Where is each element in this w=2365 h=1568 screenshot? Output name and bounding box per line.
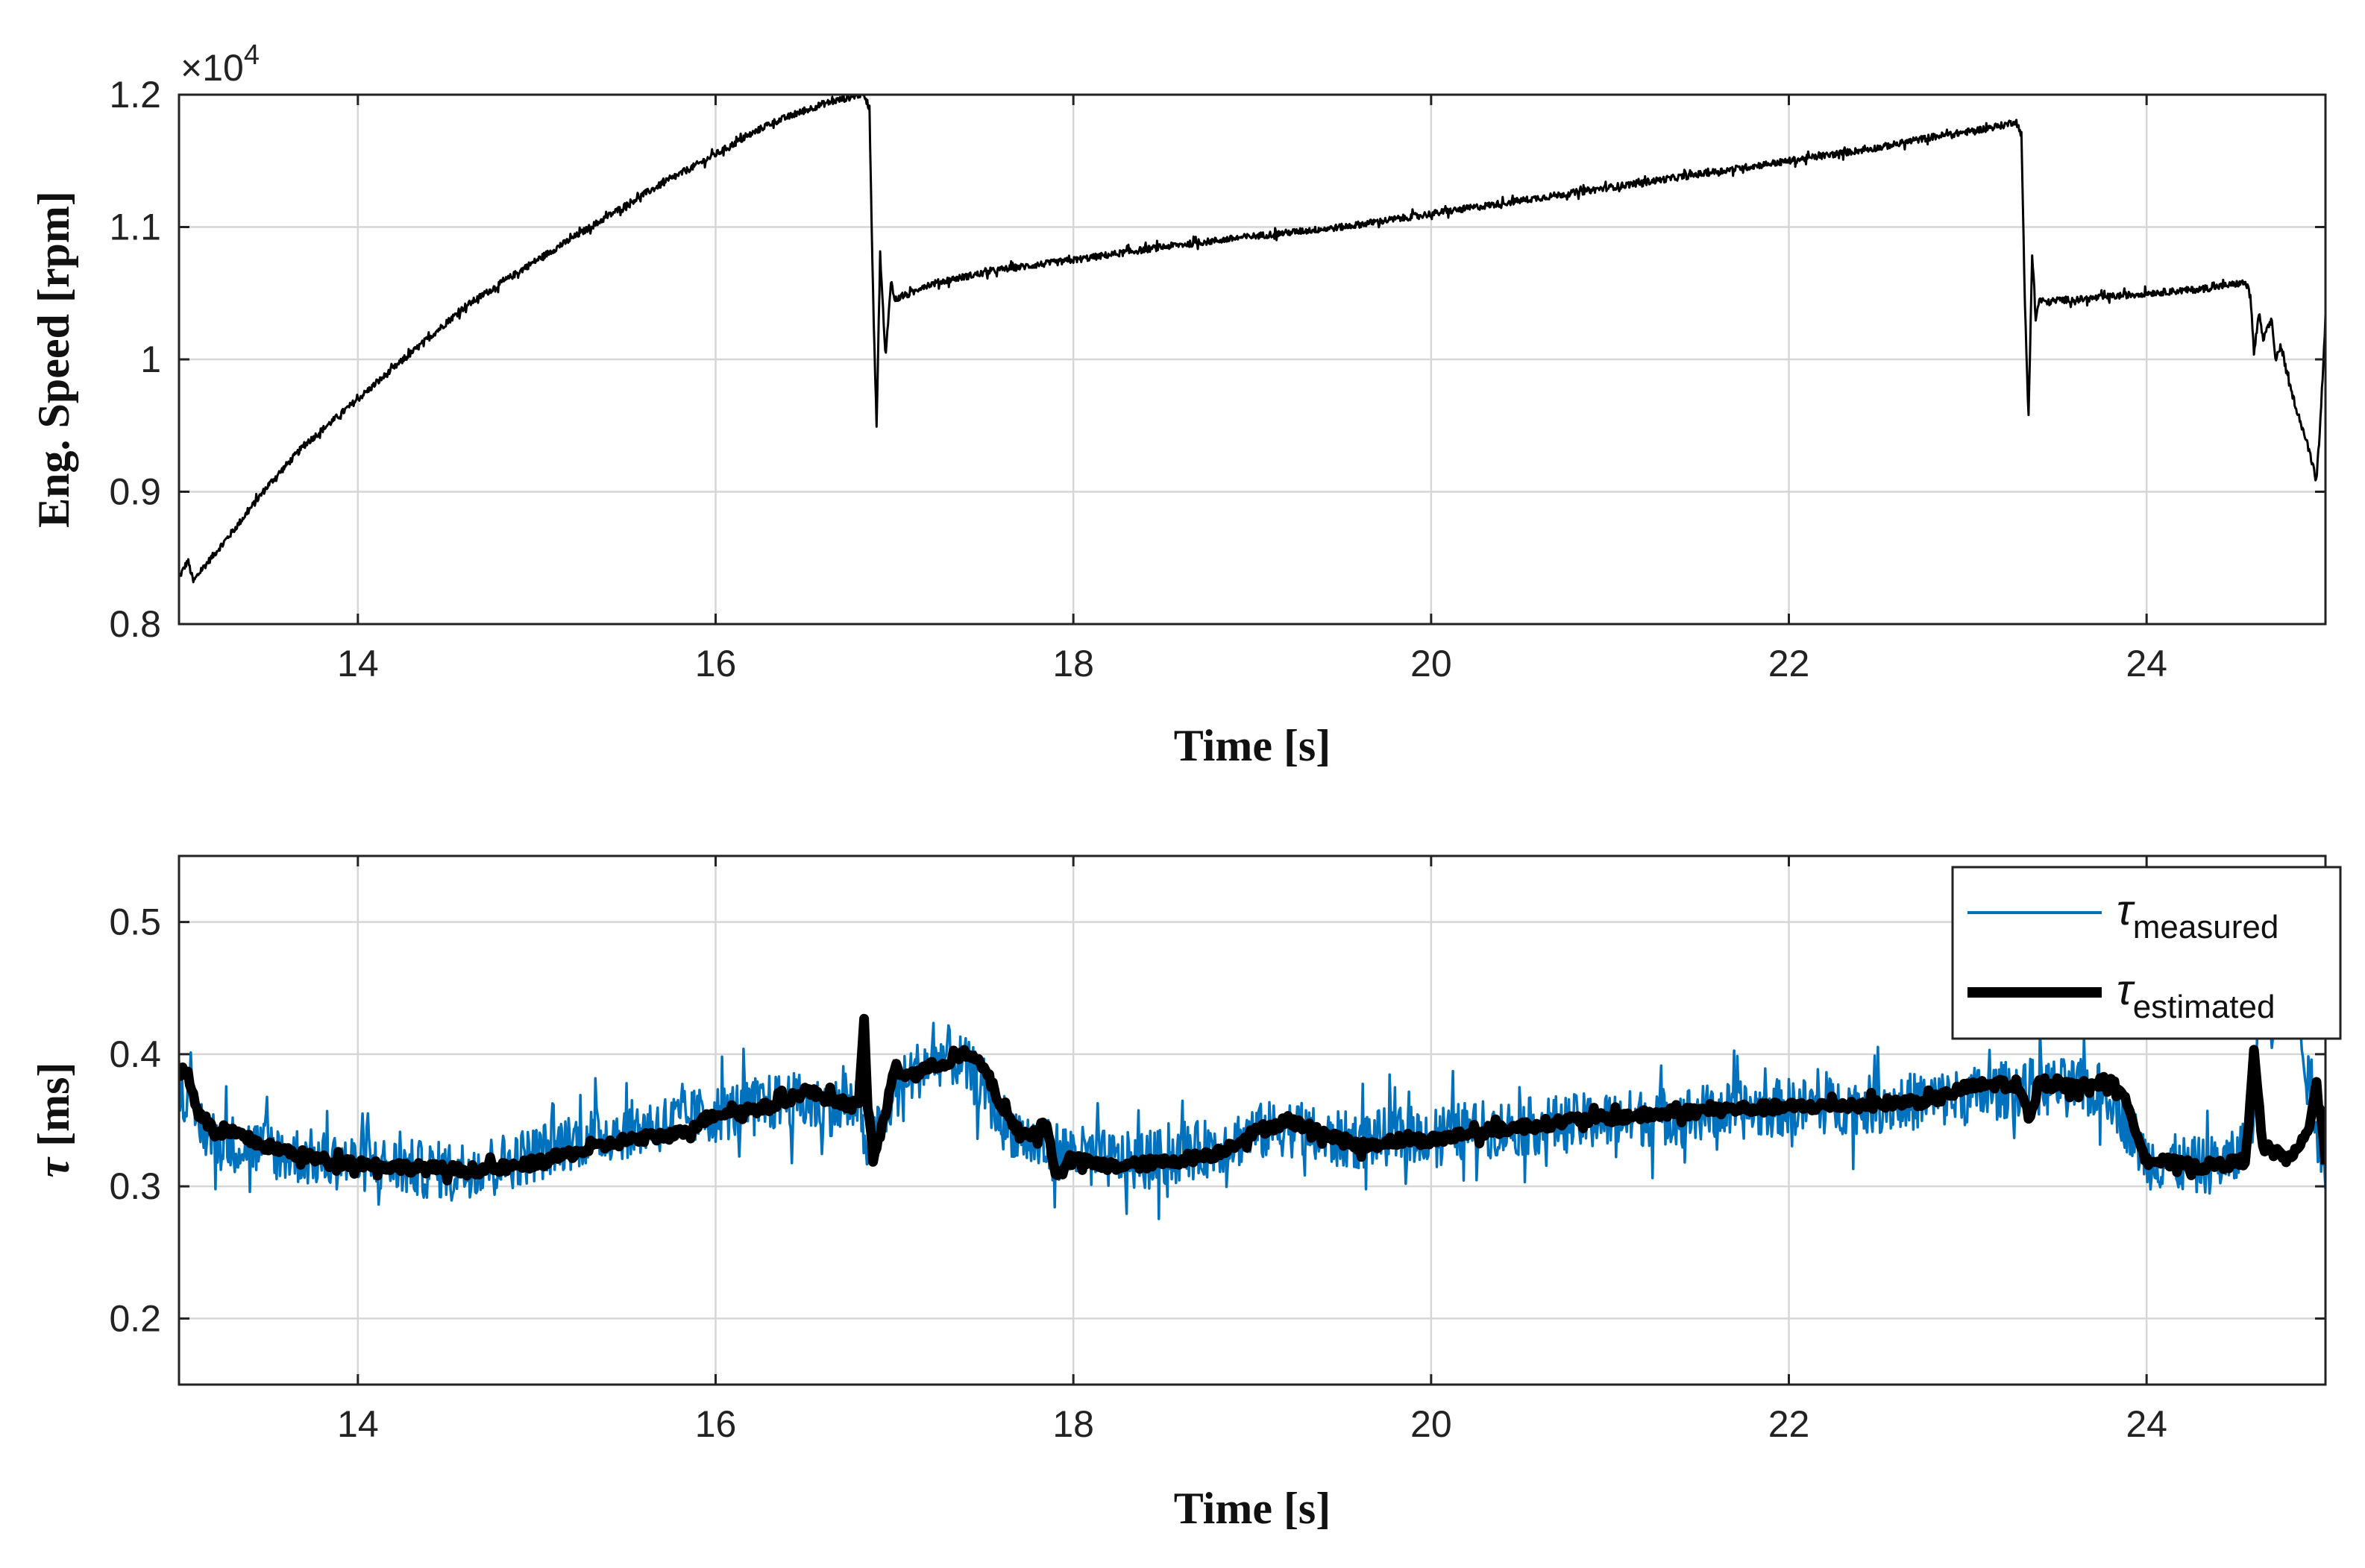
tau-series-estimated [179, 1013, 2325, 1186]
engine-speed-xtick-label: 24 [2126, 643, 2167, 684]
engine-speed-xtick-label: 20 [1410, 643, 1452, 684]
engine-speed-xtick-label: 18 [1052, 643, 1094, 684]
tau-ytick-label: 0.3 [109, 1165, 161, 1207]
engine-speed-ytick-label: 1.1 [109, 207, 161, 248]
tau-plot-area [179, 891, 2325, 1221]
tau-xtick-label: 24 [2126, 1403, 2167, 1445]
legend-box [1951, 866, 2342, 1040]
tau-ytick-label: 0.5 [109, 901, 161, 943]
engine-speed-ticks: 14 16 18 20 22 24 0.8 0.9 1 1.1 1.2 [109, 74, 2325, 684]
engine-speed-xtick-label: 22 [1768, 643, 1810, 684]
tau-xlabel: Time [s] [1174, 1484, 1331, 1533]
tau-xtick-label: 16 [695, 1403, 737, 1445]
engine-speed-series-line [179, 95, 2325, 584]
engine-speed-ytick-label: 1.2 [109, 74, 161, 116]
tau-ylabel: τ [ms] [29, 1062, 78, 1178]
tau-xtick-label: 14 [337, 1403, 379, 1445]
tau-axes-box [178, 854, 2327, 1386]
tau-series-measured [179, 891, 2325, 1221]
engine-speed-ylabel: Eng. Speed [rpm] [29, 191, 78, 528]
tau-ytick-label: 0.4 [109, 1033, 161, 1075]
tau-ylabel-symbol: τ [29, 1156, 78, 1177]
engine-speed-panel: 14 16 18 20 22 240.80.911.11.2 ×104 Time [s] … [29, 40, 2327, 770]
tau-ticks: 14 16 18 20 22 24 0.2 0.3 0.4 0.5 [109, 856, 2325, 1445]
tau-ytick-label: 0.2 [109, 1297, 161, 1339]
tau-legend: τmeasured τestimated [1951, 866, 2342, 1040]
tau-xtick-label: 20 [1410, 1403, 1452, 1445]
engine-speed-xtick-label: 16 [695, 643, 737, 684]
engine-speed-plot-area [179, 95, 2325, 584]
engine-speed-xtick-label: 14 [337, 643, 379, 684]
legend-label-measured: τmeasured [2117, 886, 2278, 945]
legend-label-estimated: τestimated [2117, 966, 2275, 1025]
tau-panel: 14 16 18 20 22 24 0.2 0.3 0.4 0.5 Time [s] τ [ms]… [29, 854, 2342, 1533]
y-exponent-label: ×104 [180, 40, 260, 89]
engine-speed-ytick-label: 0.9 [109, 471, 161, 513]
engine-speed-ytick-label: 1 [140, 339, 161, 380]
engine-speed-xlabel: Time [s] [1174, 721, 1331, 770]
tau-xtick-label: 22 [1768, 1403, 1810, 1445]
tau-ylabel-unit: [ms] [29, 1062, 78, 1147]
tau-xtick-label: 18 [1052, 1403, 1094, 1445]
engine-speed-ytick-label: 0.8 [109, 603, 161, 645]
